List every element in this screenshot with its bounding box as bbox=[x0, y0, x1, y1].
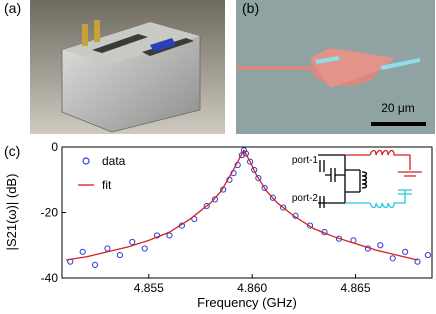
data-point bbox=[79, 248, 86, 255]
trace bbox=[236, 66, 316, 70]
chip bbox=[150, 38, 176, 52]
data-point bbox=[414, 258, 421, 265]
connector bbox=[94, 20, 100, 42]
data-point bbox=[166, 232, 173, 239]
slot bbox=[92, 34, 148, 53]
x-tick-label: 4.860 bbox=[237, 281, 267, 295]
data-point bbox=[141, 245, 148, 252]
connector bbox=[82, 24, 88, 46]
port-label: port-1 bbox=[292, 155, 319, 166]
data-point bbox=[203, 202, 210, 210]
y-axis-label: |S21(ω)| (dB) bbox=[4, 174, 19, 251]
legend-label: data bbox=[102, 154, 126, 168]
legend-label: fit bbox=[102, 178, 112, 192]
data-point bbox=[242, 150, 250, 157]
circuit-inset: port-1 port-2 bbox=[292, 149, 422, 209]
panel-label: (a) bbox=[4, 0, 21, 16]
x-tick-label: 4.865 bbox=[341, 281, 371, 295]
data-point bbox=[91, 261, 99, 268]
data-point bbox=[129, 238, 136, 246]
scale-bar bbox=[371, 122, 426, 126]
port-label: port-2 bbox=[292, 193, 319, 204]
cyan-electrode bbox=[315, 56, 340, 64]
data-point bbox=[211, 196, 219, 203]
data-point bbox=[269, 194, 276, 201]
panel-label: (c) bbox=[4, 143, 20, 159]
y-tick-label: 0 bbox=[51, 140, 58, 154]
cyan-trace bbox=[380, 58, 420, 70]
data-point bbox=[402, 248, 409, 255]
data-point bbox=[377, 242, 384, 249]
plot-frame bbox=[61, 146, 433, 279]
data-point bbox=[104, 245, 111, 252]
data-point bbox=[389, 255, 396, 262]
x-axis-label: Frequency (GHz) bbox=[197, 295, 297, 310]
photo-panel bbox=[30, 0, 225, 134]
data-point bbox=[251, 166, 258, 174]
data-point bbox=[247, 158, 254, 165]
data-point bbox=[306, 222, 314, 229]
data-point bbox=[116, 251, 123, 259]
data-point bbox=[255, 175, 262, 182]
data-point bbox=[280, 204, 287, 211]
x-tick-label: 4.855 bbox=[134, 281, 164, 295]
data-point bbox=[261, 184, 268, 192]
y-tick-label: -20 bbox=[41, 206, 59, 220]
micrograph-panel: 20 μm bbox=[236, 0, 435, 134]
data-point bbox=[424, 251, 431, 259]
y-tick-label: -40 bbox=[41, 271, 59, 285]
scale-bar-label: 20 μm bbox=[381, 101, 415, 115]
fit-line bbox=[66, 148, 418, 261]
box-top bbox=[62, 22, 200, 64]
legend-marker bbox=[82, 157, 90, 165]
panel-label: (b) bbox=[242, 0, 259, 16]
